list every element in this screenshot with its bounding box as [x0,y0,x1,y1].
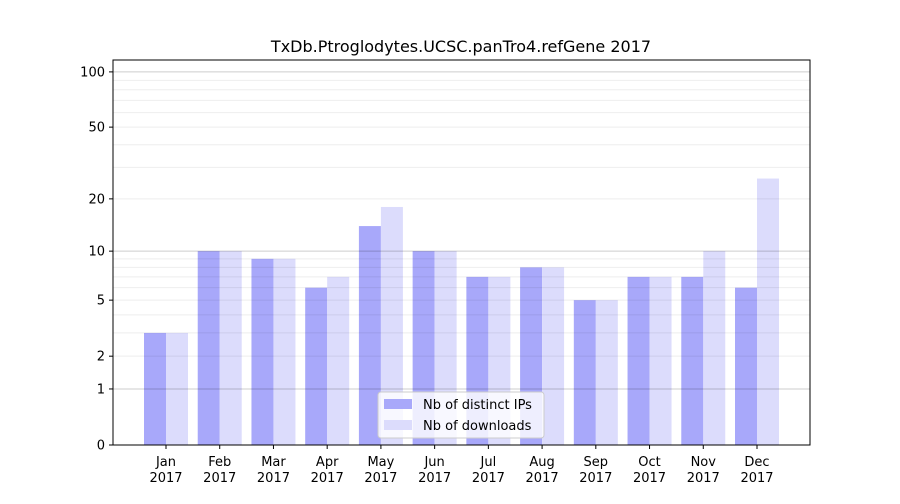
bar-ips [735,287,757,445]
legend-label-downloads: Nb of downloads [423,419,532,434]
y-tick-label: 5 [97,294,105,309]
x-tick-label: Nov 2017 [687,455,720,486]
x-tick-label: Dec 2017 [740,455,773,486]
x-tick-label: Aug 2017 [526,455,559,486]
bar-ips [305,287,328,445]
x-tick-label: Apr 2017 [311,455,344,486]
y-tick-label: 20 [88,192,105,207]
bar-downloads [327,276,350,445]
bar-downloads [649,276,672,445]
y-tick-label: 100 [80,65,105,80]
legend-swatch-ips [384,399,412,409]
y-tick-label: 0 [97,439,105,454]
y-tick-label: 10 [88,245,105,260]
x-tick-label: May 2017 [364,455,397,486]
x-tick-label: Feb 2017 [203,455,236,486]
x-tick-label: Sep 2017 [579,455,612,486]
bar-ips [627,276,650,445]
bar-ips [573,300,596,445]
bar-ips [197,251,220,445]
y-tick-label: 50 [88,121,105,136]
x-tick-label: Jan 2017 [149,455,182,486]
x-tick-label: Jun 2017 [418,455,451,486]
bar-downloads [595,300,618,445]
bar-downloads [380,206,403,445]
bar-downloads [273,258,296,445]
y-tick-label: 2 [97,350,105,365]
x-tick-label: Jul 2017 [472,455,505,486]
bar-ips [144,332,166,445]
legend-swatch-downloads [384,420,412,430]
legend-label-ips: Nb of distinct IPs [423,398,532,413]
bar-downloads [219,251,242,445]
bar-downloads [757,178,779,446]
chart-title: TxDb.Ptroglodytes.UCSC.panTro4.refGene 2… [270,37,651,56]
bar-downloads [166,332,188,445]
bar-downloads [542,267,565,445]
bar-ips [358,226,381,445]
x-tick-label: Mar 2017 [257,455,290,486]
x-tick-label: Oct 2017 [633,455,666,486]
bar-ips [251,258,274,445]
y-tick-label: 1 [97,382,105,397]
plot-frame [112,59,811,446]
legend: Nb of distinct IPs Nb of downloads [377,391,545,439]
bar-downloads [703,251,726,445]
bar-ips [681,276,704,445]
